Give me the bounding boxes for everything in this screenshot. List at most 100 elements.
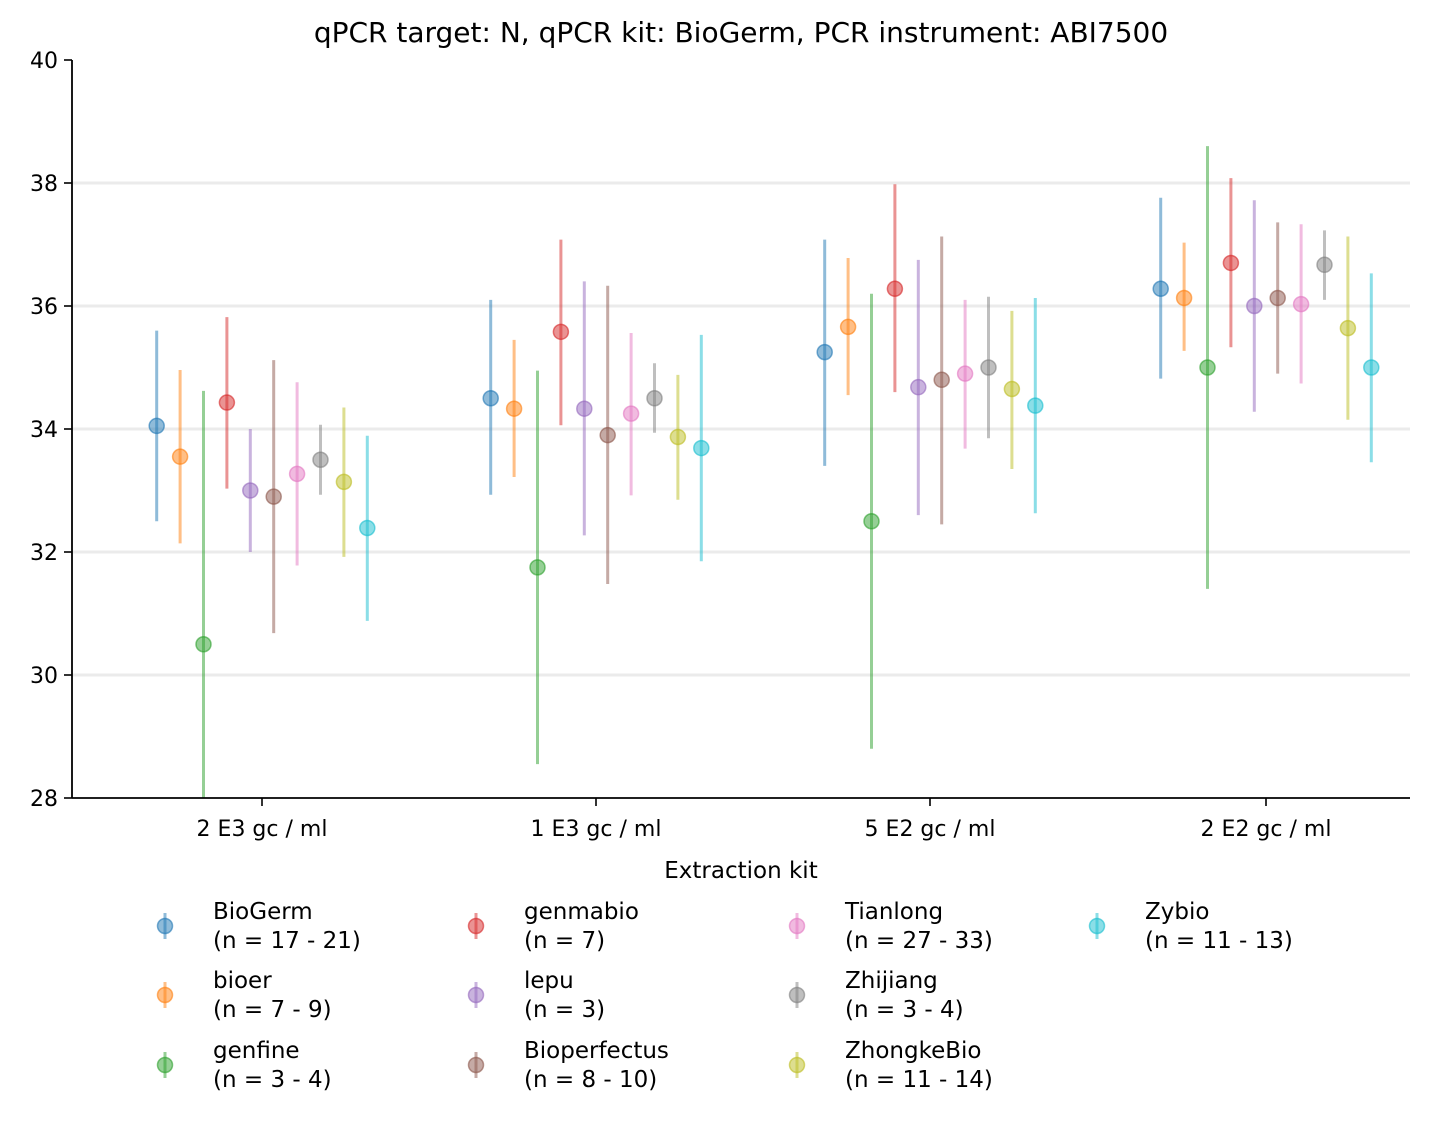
legend-item-lepu: lepu (n = 3): [467, 968, 605, 1023]
y-tick-label: 34: [30, 418, 58, 443]
legend-item-bioer: bioer (n = 7 - 9): [156, 968, 332, 1023]
data-point: [171, 448, 189, 465]
legend-count: (n = 7): [524, 928, 605, 954]
data-point: [646, 390, 663, 407]
data-point: [359, 519, 376, 537]
legend-marker: [1088, 917, 1106, 935]
data-point: [529, 559, 546, 576]
series-genfine: [195, 146, 1216, 798]
y-tick-label: 40: [30, 49, 58, 74]
legend-marker: [788, 1056, 806, 1074]
data-marks: [148, 146, 1380, 798]
data-point: [599, 426, 616, 444]
legend-label: Bioperfectus: [524, 1038, 669, 1064]
data-point: [816, 343, 833, 361]
legend-label: BioGerm: [213, 899, 313, 925]
axes: 28 30 32 34 36 38 40 2 E3 gc / ml 1 E3 gc / ml 5 …: [30, 49, 1410, 842]
data-point: [910, 378, 927, 396]
data-point: [1363, 359, 1380, 376]
legend-label: Zhijiang: [845, 968, 938, 994]
legend-label: genmabio: [524, 899, 639, 925]
legend-count: (n = 11 - 13): [1145, 928, 1293, 954]
data-point: [1339, 319, 1357, 337]
gridlines: [72, 181, 1410, 677]
legend-marker: [788, 986, 806, 1004]
data-point: [980, 359, 997, 376]
x-tick-label: 2 E3 gc / ml: [197, 817, 328, 842]
legend-item-biogerm: BioGerm (n = 17 - 21): [156, 899, 361, 954]
legend-item-genmabio: genmabio (n = 7): [467, 899, 639, 954]
series-zhijiang: [312, 230, 1333, 495]
data-point: [288, 465, 306, 483]
data-point: [1316, 256, 1333, 274]
series-bioperfectus: [265, 222, 1286, 634]
legend-count: (n = 3 - 4): [213, 1067, 332, 1093]
series-lepu: [242, 200, 1263, 552]
data-point: [1246, 297, 1263, 315]
data-point: [242, 482, 259, 499]
legend-item-zhijiang: Zhijiang (n = 3 - 4): [788, 968, 964, 1023]
x-tick-label: 1 E3 gc / ml: [531, 817, 662, 842]
y-tick-label: 32: [30, 541, 58, 566]
legend-count: (n = 3): [524, 997, 605, 1023]
data-point: [1175, 289, 1193, 307]
legend-count: (n = 17 - 21): [213, 928, 361, 954]
y-tick-label: 28: [30, 787, 58, 812]
legend: BioGerm (n = 17 - 21) bioer (n = 7 - 9) genf…: [156, 899, 1293, 1093]
legend-item-genfine: genfine (n = 3 - 4): [156, 1038, 332, 1093]
data-point: [1222, 254, 1240, 272]
legend-marker: [788, 917, 806, 935]
data-point: [195, 636, 212, 653]
legend-item-bioperfectus: Bioperfectus (n = 8 - 10): [467, 1038, 669, 1093]
legend-label: lepu: [524, 968, 574, 994]
data-point: [218, 394, 236, 411]
legend-marker: [467, 1056, 485, 1074]
data-point: [482, 390, 499, 407]
legend-label: ZhongkeBio: [845, 1038, 981, 1064]
data-point: [1003, 380, 1021, 398]
x-tick-label: 5 E2 gc / ml: [865, 817, 996, 842]
data-point: [669, 428, 687, 446]
data-point: [693, 439, 710, 457]
legend-title: Extraction kit: [664, 858, 817, 884]
series-zybio: [359, 273, 1380, 621]
legend-count: (n = 8 - 10): [524, 1067, 657, 1093]
legend-item-tianlong: Tianlong (n = 27 - 33): [788, 899, 993, 954]
y-tick-label: 38: [30, 172, 58, 197]
legend-label: bioer: [213, 968, 272, 994]
series-zhongkebio: [335, 236, 1357, 557]
y-tick-label: 30: [30, 664, 58, 689]
legend-marker: [467, 986, 485, 1004]
legend-marker: [156, 1056, 174, 1074]
data-point: [1199, 359, 1216, 376]
legend-label: Zybio: [1145, 899, 1209, 925]
data-point: [335, 473, 353, 491]
legend-label: genfine: [213, 1038, 300, 1064]
data-point: [505, 400, 523, 417]
data-point: [933, 371, 950, 389]
legend-count: (n = 3 - 4): [845, 997, 964, 1023]
series-biogerm: [148, 197, 1169, 522]
data-point: [863, 513, 880, 530]
legend-count: (n = 11 - 14): [845, 1067, 993, 1093]
y-tick-label: 36: [30, 295, 58, 320]
series-bioer: [171, 242, 1193, 544]
series-tianlong: [288, 224, 1310, 566]
legend-count: (n = 7 - 9): [213, 997, 332, 1023]
data-point: [1027, 397, 1044, 414]
data-point: [839, 318, 857, 336]
data-point: [552, 323, 570, 341]
legend-count: (n = 27 - 33): [845, 928, 993, 954]
legend-marker: [467, 917, 485, 935]
legend-marker: [156, 917, 174, 935]
legend-item-zybio: Zybio (n = 11 - 13): [1088, 899, 1293, 954]
data-point: [1152, 280, 1169, 298]
data-point: [622, 405, 640, 422]
legend-label: Tianlong: [844, 899, 943, 925]
data-point: [886, 280, 904, 298]
data-point: [1292, 295, 1310, 313]
legend-item-zhongkebio: ZhongkeBio (n = 11 - 14): [788, 1038, 993, 1093]
data-point: [312, 451, 329, 468]
data-point: [148, 417, 165, 435]
